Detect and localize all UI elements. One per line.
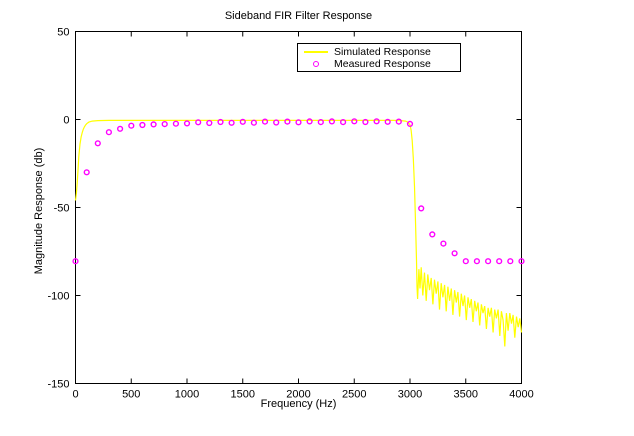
x-tick-label: 4000 xyxy=(509,389,533,401)
x-tick-label: 1000 xyxy=(175,389,199,401)
y-tick-label: -100 xyxy=(47,291,69,303)
x-tick-label: 2000 xyxy=(286,389,310,401)
x-tick-label: 500 xyxy=(122,389,140,401)
measured-response-point xyxy=(362,118,369,126)
legend-label-simulated: Simulated Response xyxy=(334,46,431,58)
measured-response-point xyxy=(485,258,492,265)
measured-response-point xyxy=(83,169,90,176)
y-axis-label-text: Magnitude Response (db) xyxy=(33,147,45,275)
measured-response-point xyxy=(395,118,402,125)
measured-response-point xyxy=(473,258,481,265)
measured-response-point xyxy=(72,258,79,265)
measured-response-point xyxy=(228,119,235,126)
y-tick-label: 0 xyxy=(63,115,69,127)
measured-response-point xyxy=(295,119,302,126)
measured-response-point xyxy=(239,118,246,125)
x-tick-label: 2500 xyxy=(342,389,366,401)
legend-item-simulated: Simulated Response xyxy=(298,46,460,58)
measured-response-point xyxy=(317,118,324,126)
x-tick-label: 1500 xyxy=(231,389,255,401)
measured-response-point xyxy=(273,119,280,126)
y-tick-label: 50 xyxy=(57,27,69,39)
legend: Simulated Response Measured Response xyxy=(297,43,461,72)
measured-response-point xyxy=(306,118,313,125)
measured-response-point xyxy=(250,119,258,126)
measured-response-point xyxy=(507,258,514,265)
measured-response-point xyxy=(351,118,358,125)
x-axis-label: Frequency (Hz) xyxy=(260,398,337,410)
measured-response-point xyxy=(440,240,447,247)
measured-response-point xyxy=(195,119,202,126)
y-tick-label: -150 xyxy=(47,379,69,391)
measured-response-point xyxy=(373,118,380,125)
measured-response-point xyxy=(183,120,191,127)
measured-response-point xyxy=(451,250,458,257)
measured-response-point xyxy=(139,121,146,129)
measured-response-point xyxy=(328,118,336,125)
x-tick-label: 3000 xyxy=(398,389,422,401)
line-swatch-icon xyxy=(298,51,334,53)
measured-response-point xyxy=(94,140,101,147)
measured-response-point xyxy=(150,121,157,128)
simulated-response-line xyxy=(74,119,523,347)
chart-title: Sideband FIR Filter Response xyxy=(224,10,373,22)
measured-response-point xyxy=(261,118,269,125)
y-tick-label: -50 xyxy=(54,203,70,215)
measured-response-point xyxy=(496,258,503,265)
measured-response-point xyxy=(284,118,291,125)
measured-response-point xyxy=(418,205,425,212)
measured-response-point xyxy=(462,258,469,265)
legend-label-measured: Measured Response xyxy=(334,58,431,70)
measured-response-point xyxy=(172,120,180,127)
measured-response-point xyxy=(340,118,347,126)
measured-response-point xyxy=(105,129,113,136)
measured-response-point xyxy=(206,119,213,127)
measured-response-point xyxy=(161,120,168,128)
axes-box xyxy=(75,31,522,384)
measured-response-point xyxy=(406,120,414,128)
measured-response-point xyxy=(384,118,391,125)
measured-response-point xyxy=(116,125,124,132)
legend-item-measured: Measured Response xyxy=(298,58,460,70)
measured-response-point xyxy=(429,231,436,238)
x-tick-label: 0 xyxy=(72,389,78,401)
measured-response-point xyxy=(518,258,525,265)
x-tick-label: 3500 xyxy=(454,389,478,401)
measured-response-point xyxy=(128,122,135,129)
measured-response-point xyxy=(217,118,224,126)
circle-marker-icon xyxy=(298,61,334,67)
